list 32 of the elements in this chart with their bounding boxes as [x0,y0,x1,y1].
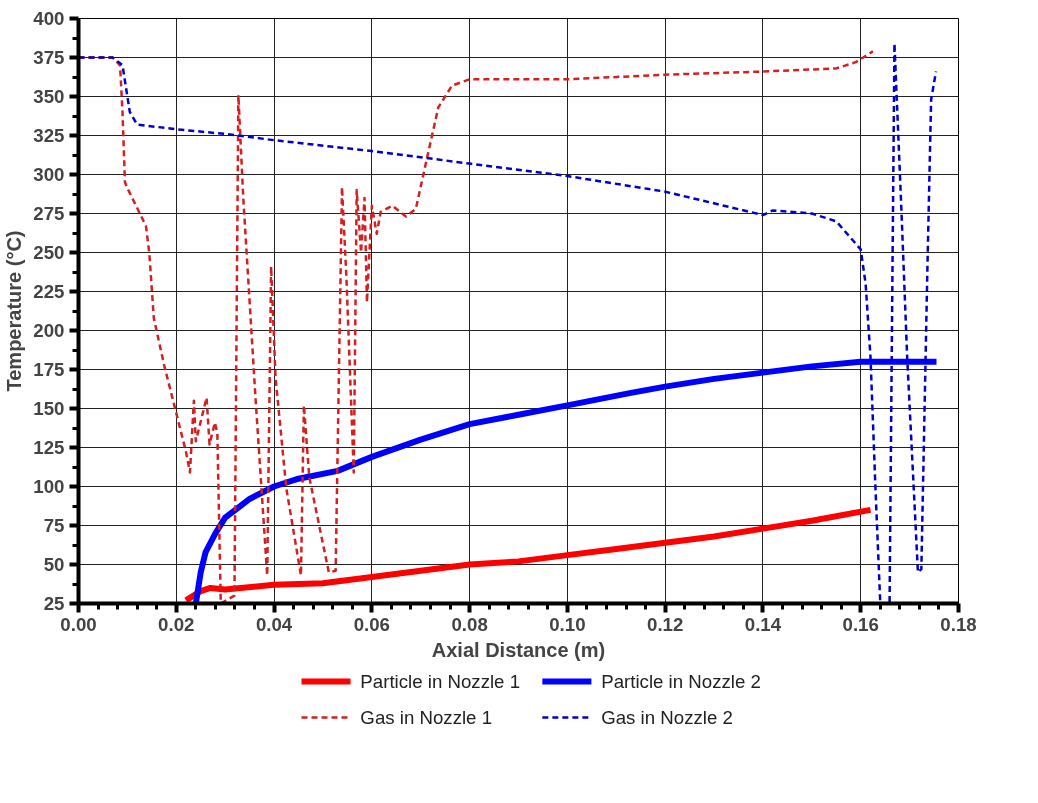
x-tick-label: 0.02 [158,613,195,635]
y-tick-label: 350 [33,86,65,107]
x-tick-label: 0.12 [647,613,684,635]
y-tick-label: 175 [33,359,65,380]
y-tick-label: 275 [33,203,65,224]
y-tick-label: 100 [33,476,65,497]
y-tick-label: 200 [33,320,65,341]
x-tick-label: 0.14 [744,613,782,635]
y-tick-label: 400 [33,8,65,29]
legend-label: Particle in Nozzle 1 [360,671,521,692]
x-tick-label: 0.08 [451,613,488,635]
y-tick-label: 25 [43,593,65,614]
x-tick-label: 0.06 [353,613,390,635]
x-axis-title: Axial Distance (m) [431,638,606,661]
y-tick-label: 125 [33,437,65,458]
x-tick-label: 0.10 [549,613,586,635]
x-tick-label: 0.00 [60,613,97,635]
y-tick-label: 150 [33,398,65,419]
y-tick-label: 325 [33,125,65,146]
y-axis-title: Temperature (°C) [3,230,26,392]
legend-label: Particle in Nozzle 2 [601,671,761,692]
y-tick-label: 75 [43,515,65,536]
y-tick-label: 50 [43,554,65,575]
x-tick-label: 0.18 [940,613,977,635]
legend-label: Gas in Nozzle 1 [360,707,493,728]
y-tick-label: 225 [33,281,65,302]
y-tick-label: 300 [33,164,65,185]
y-tick-label: 250 [33,242,65,263]
x-tick-label: 0.04 [255,613,293,635]
y-tick-label: 375 [33,47,65,68]
x-tick-label: 0.16 [842,613,879,635]
legend-label: Gas in Nozzle 2 [601,707,733,728]
